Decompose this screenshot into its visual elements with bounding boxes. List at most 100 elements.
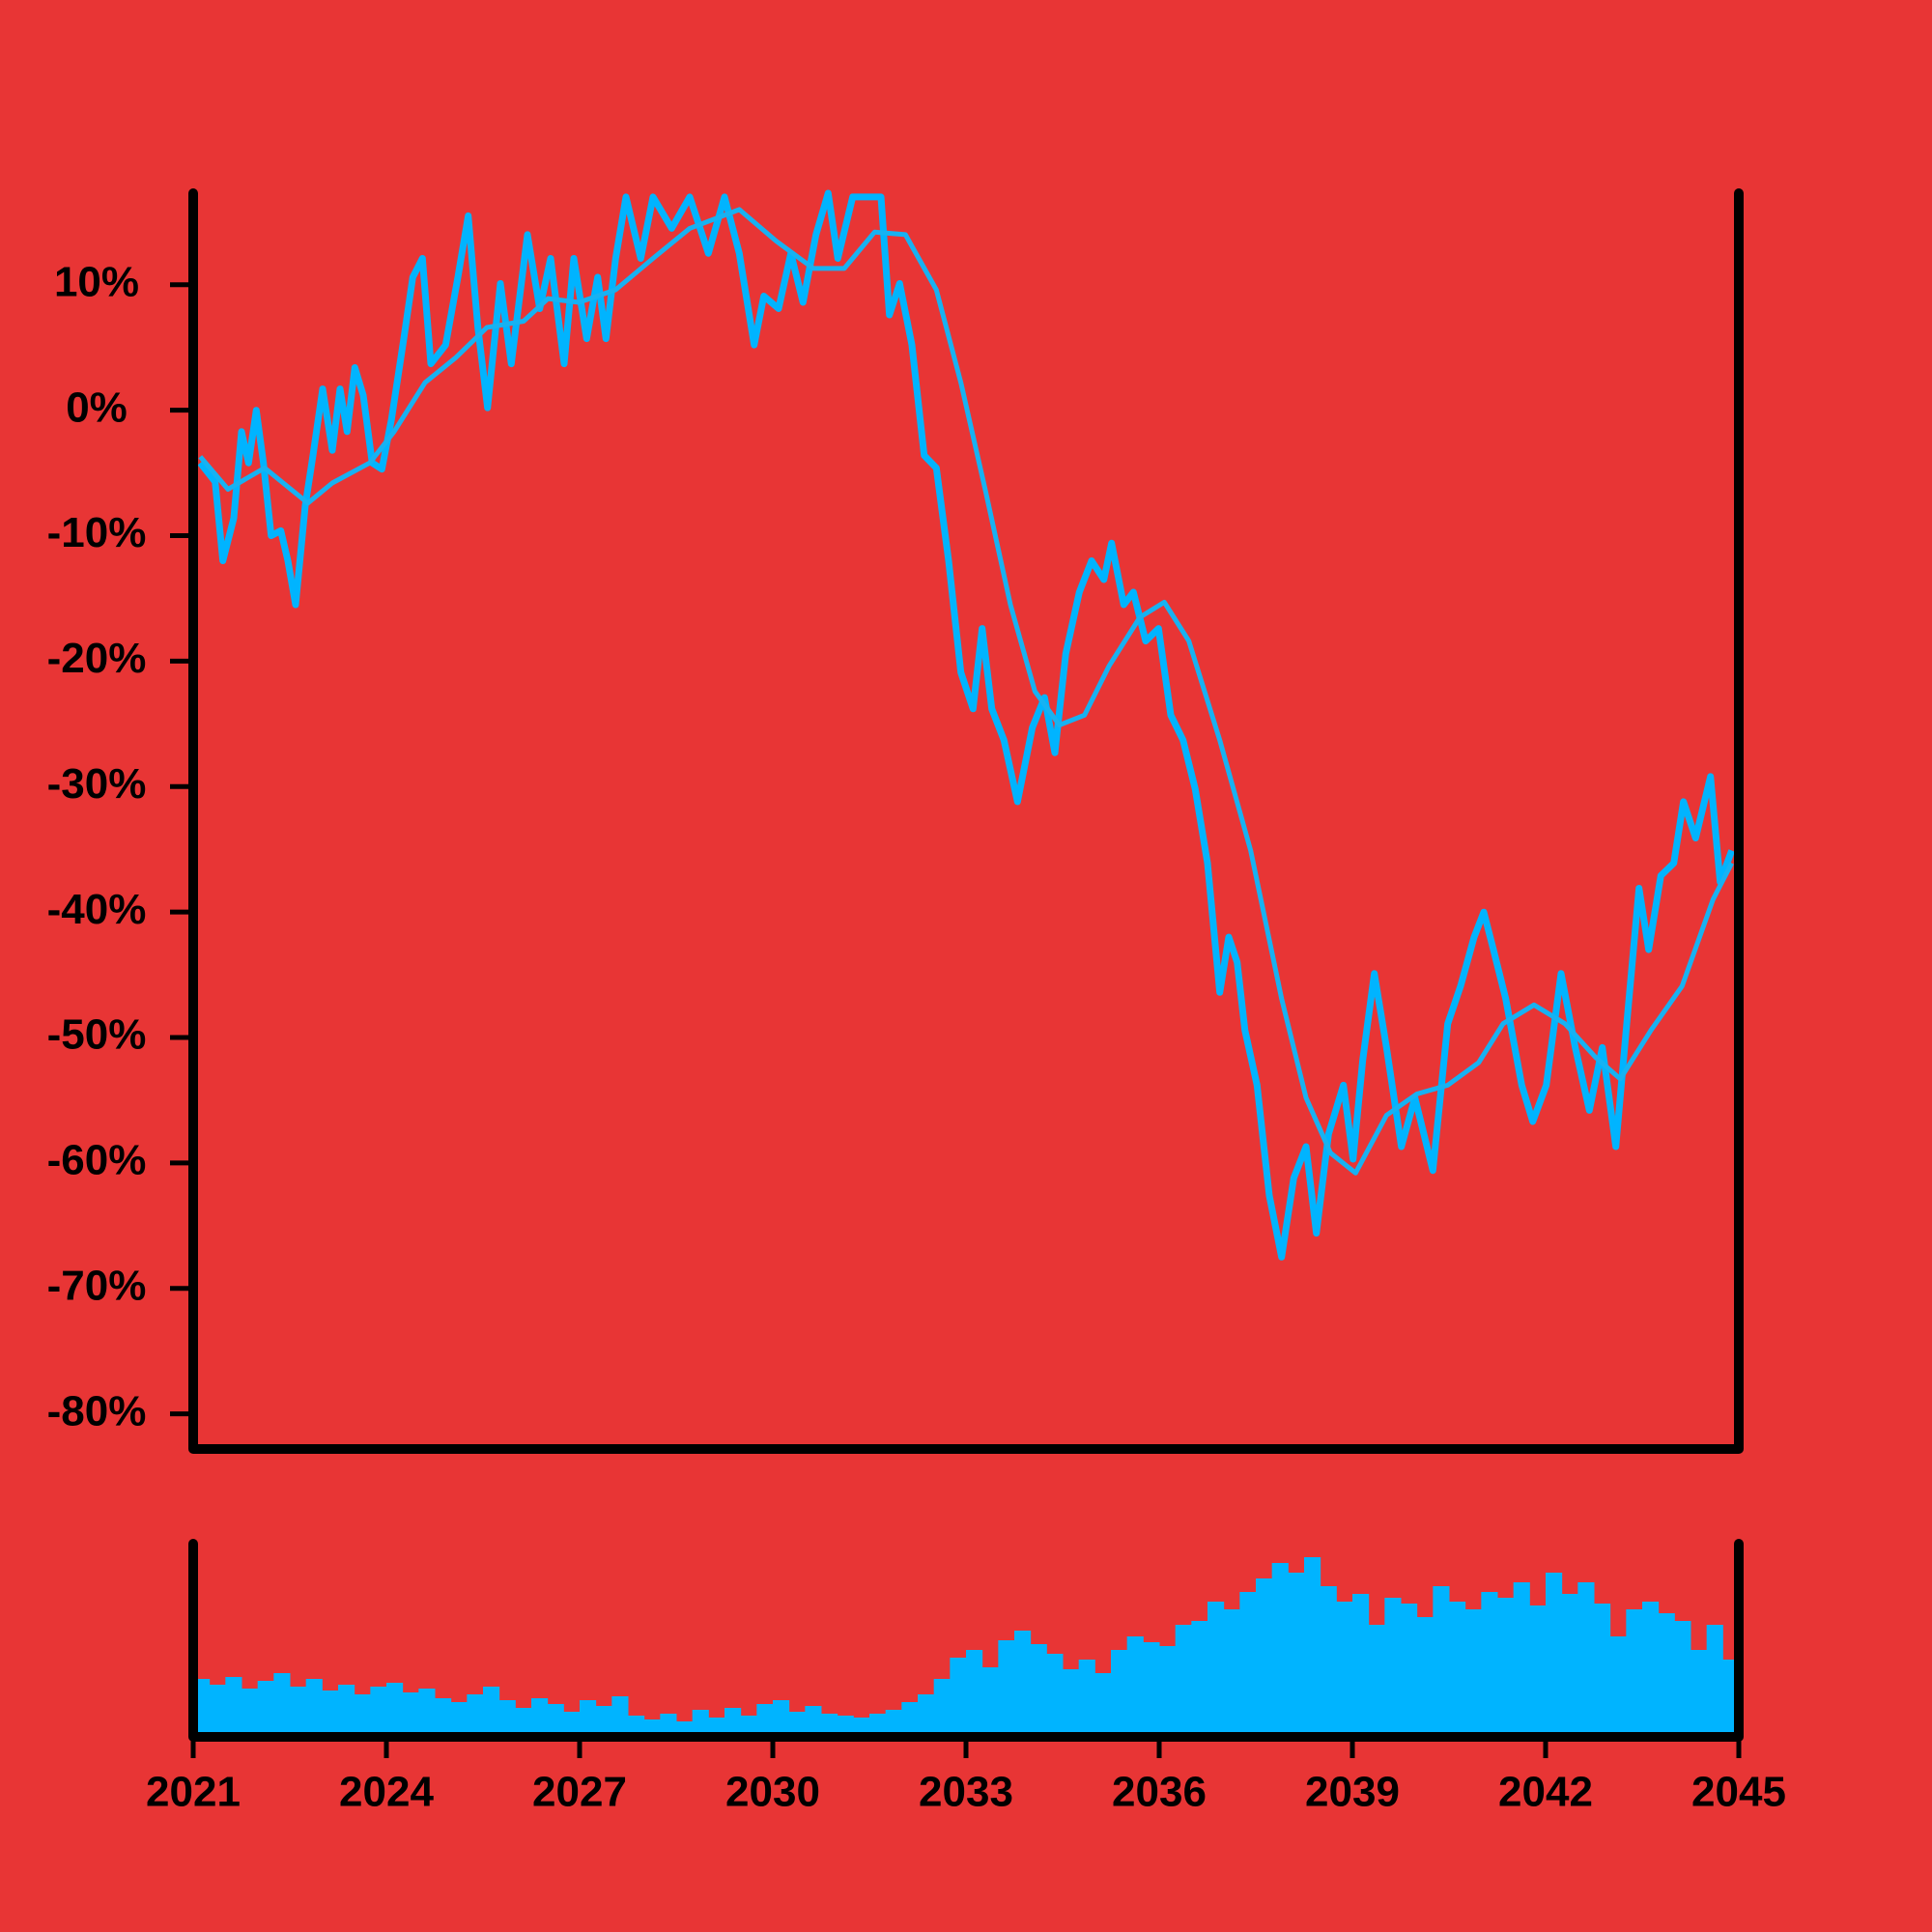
volume-bar — [901, 1702, 919, 1737]
volume-bar — [628, 1716, 645, 1737]
y-tick-label: 0% — [66, 384, 128, 431]
axis-frame — [188, 188, 1744, 1454]
volume-bar — [1336, 1602, 1353, 1737]
volume-bar — [1497, 1598, 1515, 1737]
volume-bar — [950, 1658, 967, 1737]
volume-bar — [498, 1700, 516, 1737]
volume-bar — [1159, 1646, 1177, 1737]
x-tick-label: 2021 — [146, 1769, 241, 1816]
volume-bar — [1433, 1586, 1450, 1737]
volume-bar — [837, 1716, 854, 1737]
volume-bar — [435, 1698, 452, 1737]
volume-bar — [225, 1677, 242, 1737]
y-tick-label: -40% — [47, 886, 147, 933]
volume-bar — [773, 1700, 790, 1737]
volume-bar — [869, 1714, 887, 1737]
volume-bar — [515, 1708, 532, 1737]
volume-bar — [1401, 1604, 1418, 1737]
volume-bar — [1577, 1582, 1595, 1737]
volume-bar — [1561, 1594, 1578, 1737]
volume-bar — [1546, 1573, 1563, 1737]
volume-bar — [933, 1679, 951, 1737]
volume-bar — [1014, 1631, 1032, 1737]
volume-bar — [1063, 1669, 1080, 1737]
y-tick-label: -50% — [47, 1011, 147, 1059]
volume-bar — [1320, 1586, 1337, 1737]
volume-bar — [1609, 1636, 1627, 1737]
x-tick-label: 2039 — [1305, 1769, 1400, 1816]
volume-bar — [1175, 1625, 1192, 1737]
volume-bar — [1094, 1673, 1112, 1737]
volume-bar — [918, 1694, 935, 1737]
volume-bar — [450, 1702, 468, 1737]
x-tick-label: 2027 — [532, 1769, 627, 1816]
volume-bar — [563, 1712, 581, 1737]
volume-bar — [740, 1716, 757, 1737]
volume-bar — [370, 1687, 387, 1737]
volume-bar — [1208, 1602, 1225, 1737]
volume-bar — [885, 1710, 902, 1737]
volume-bar — [1384, 1598, 1402, 1737]
volume-bar — [322, 1690, 339, 1737]
volume-bar — [1111, 1650, 1128, 1737]
volume-bar — [1368, 1625, 1385, 1737]
volume-bar — [1674, 1621, 1691, 1737]
volume-bar — [209, 1685, 226, 1737]
volume-bar — [1464, 1609, 1482, 1737]
volume-bar — [1271, 1563, 1289, 1737]
volume-bar — [1046, 1654, 1064, 1737]
volume-bar — [402, 1692, 419, 1737]
volume-bar — [1223, 1609, 1240, 1737]
x-tick-label: 2030 — [725, 1769, 820, 1816]
volume-bar — [1626, 1609, 1643, 1737]
x-tick-label: 2045 — [1691, 1769, 1786, 1816]
volume-bar — [1239, 1592, 1257, 1737]
y-tick-label: 10% — [54, 258, 139, 305]
y-tick-label: -10% — [47, 509, 147, 556]
volume-bar — [1030, 1644, 1047, 1737]
volume-bar — [805, 1706, 822, 1737]
x-tick-label: 2024 — [339, 1769, 434, 1816]
volume-bar — [1481, 1592, 1498, 1737]
y-tick-label: -20% — [47, 635, 147, 682]
x-tick-label: 2033 — [919, 1769, 1013, 1816]
volume-bar — [1642, 1602, 1660, 1737]
volume-bar — [386, 1683, 404, 1737]
volume-bar — [1126, 1636, 1144, 1737]
volume-bar — [1143, 1642, 1160, 1737]
volume-bar — [1078, 1660, 1095, 1737]
volume-bar — [273, 1673, 291, 1737]
volume-bar — [1416, 1617, 1434, 1737]
volume-bar — [998, 1640, 1015, 1737]
volume-bar — [1529, 1605, 1547, 1737]
volume-bar — [1513, 1582, 1530, 1737]
volume-bar — [724, 1708, 742, 1737]
volume-bar — [1449, 1602, 1466, 1737]
volume-bar — [1288, 1573, 1305, 1737]
volume-bar — [611, 1696, 629, 1737]
y-tick-label: -30% — [47, 760, 147, 808]
y-tick-label: -80% — [47, 1387, 147, 1435]
volume-bar — [338, 1685, 355, 1737]
volume-bar — [1352, 1594, 1370, 1737]
volume-bar — [467, 1694, 484, 1737]
x-tick-label: 2042 — [1498, 1769, 1593, 1816]
volume-bar — [1594, 1604, 1611, 1737]
volume-bar — [290, 1687, 307, 1737]
volume-bar — [821, 1714, 838, 1737]
line-series — [197, 189, 1735, 1261]
volume-bar — [1191, 1621, 1208, 1737]
volume-bar — [660, 1714, 677, 1737]
volume-bar — [257, 1681, 274, 1737]
volume-bar — [1690, 1650, 1708, 1737]
line-series — [198, 207, 1734, 1176]
volume-bar — [1304, 1557, 1321, 1737]
volume-bar — [692, 1710, 709, 1737]
volume-bar — [531, 1698, 549, 1737]
volume-bar — [595, 1706, 612, 1737]
volume-bar — [354, 1694, 371, 1737]
y-tick-label: -70% — [47, 1262, 147, 1309]
axis-frame — [188, 1539, 1744, 1742]
volume-bar — [418, 1689, 436, 1737]
